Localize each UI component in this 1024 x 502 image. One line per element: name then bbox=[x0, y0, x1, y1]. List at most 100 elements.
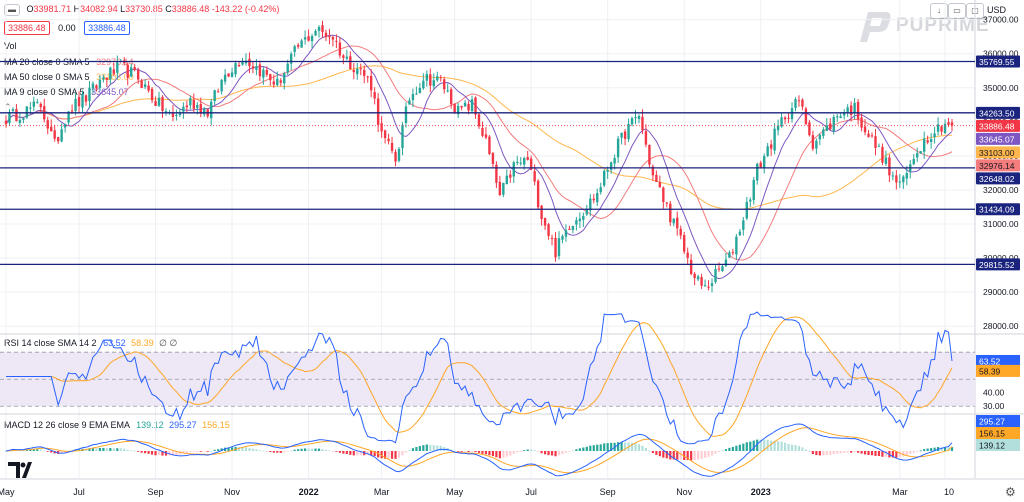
low-value: 33730.85 bbox=[125, 4, 163, 14]
price-tag bbox=[976, 119, 1020, 132]
candle-body bbox=[192, 99, 196, 109]
macd-hist-bar bbox=[126, 449, 129, 451]
candle-body bbox=[109, 67, 112, 80]
macd-hist-bar bbox=[585, 446, 588, 451]
candle-body bbox=[752, 179, 755, 201]
macd-hist-bar bbox=[749, 441, 752, 451]
candle-body bbox=[50, 126, 53, 132]
currency-label[interactable]: USD bbox=[987, 5, 1007, 15]
macd-hist-bar bbox=[554, 451, 557, 457]
macd-hist-bar bbox=[91, 447, 95, 451]
macd-hist-bar bbox=[850, 451, 853, 453]
candle-body bbox=[25, 106, 29, 118]
candle-body bbox=[804, 108, 808, 125]
y-tick-label: 37000.00 bbox=[983, 15, 1019, 25]
x-tick-label: 10 bbox=[944, 487, 954, 497]
candle-body bbox=[929, 139, 933, 143]
y-tick-label: 31000.00 bbox=[983, 219, 1019, 229]
macd-hist-bar bbox=[477, 451, 481, 453]
tradingview-logo-icon bbox=[8, 462, 32, 478]
candle-body bbox=[18, 119, 22, 123]
candle-body bbox=[912, 159, 915, 165]
candle-body bbox=[742, 220, 745, 230]
arrow-down-icon[interactable]: ↓ bbox=[930, 3, 948, 19]
macd-hist-bar bbox=[64, 451, 67, 453]
candle-body bbox=[289, 53, 293, 64]
candle-body bbox=[328, 35, 331, 38]
rsi-extra: ∅ ∅ bbox=[159, 338, 178, 348]
collapse-icon[interactable]: ▬ bbox=[4, 4, 20, 16]
macd-hist-bar bbox=[237, 447, 241, 451]
macd-hist-bar bbox=[230, 447, 234, 451]
candle-body bbox=[477, 114, 481, 127]
macd-hist-bar bbox=[390, 451, 394, 459]
candle-body bbox=[286, 63, 289, 73]
macd-hist-bar bbox=[797, 446, 801, 451]
macd-hist-bar bbox=[884, 451, 888, 457]
macd-hist-bar bbox=[839, 451, 842, 454]
macd-hist-bar bbox=[324, 449, 328, 451]
candle-body bbox=[669, 203, 672, 223]
candle-body bbox=[933, 133, 936, 138]
macd-tag bbox=[976, 439, 1020, 451]
candle-body bbox=[627, 123, 630, 140]
candle-body bbox=[870, 135, 874, 137]
candle-body bbox=[853, 102, 856, 114]
candle-body bbox=[526, 157, 529, 160]
ask-box[interactable]: 33886.48 bbox=[84, 21, 130, 35]
macd-hist-bar bbox=[655, 451, 658, 455]
collapse-pane-icon[interactable]: ▭ bbox=[948, 3, 966, 19]
candle-body bbox=[140, 80, 143, 88]
candle-body bbox=[860, 117, 863, 128]
macd-hist-bar bbox=[822, 451, 825, 456]
candle-body bbox=[707, 286, 710, 288]
price-tag bbox=[976, 106, 1020, 119]
settings-gear-icon[interactable]: ⚙ bbox=[1005, 485, 1016, 499]
candle-body bbox=[728, 252, 731, 258]
macd-hist-bar bbox=[422, 445, 425, 451]
macd-hist-bar bbox=[568, 451, 571, 452]
candle-body bbox=[265, 70, 269, 75]
quote-row: 33886.48 0.00 33886.48 bbox=[4, 21, 130, 35]
x-tick-label: May bbox=[0, 487, 15, 497]
candle-body bbox=[116, 62, 119, 73]
macd-hist-bar bbox=[408, 450, 411, 451]
macd-hist-bar bbox=[641, 445, 644, 451]
macd-hist-bar bbox=[790, 444, 794, 451]
candle-body bbox=[547, 224, 550, 236]
candle-body bbox=[724, 259, 728, 266]
macd-hist-bar bbox=[4, 451, 8, 452]
candle-body bbox=[150, 88, 154, 101]
candle-body bbox=[199, 103, 202, 114]
macd-hist-bar bbox=[738, 444, 741, 451]
macd-hist-bar bbox=[926, 448, 929, 451]
candle-body bbox=[630, 118, 634, 125]
macd-hist-bar bbox=[262, 450, 265, 452]
hide-legend-icon[interactable]: ⌃ bbox=[4, 102, 12, 112]
candle-body bbox=[787, 117, 790, 119]
candle-body bbox=[689, 259, 693, 275]
candle-body bbox=[220, 79, 223, 92]
macd-hist-bar bbox=[717, 451, 721, 452]
candle-body bbox=[453, 104, 456, 113]
macd-hist-bar bbox=[919, 450, 922, 452]
candle-body bbox=[387, 138, 390, 142]
bid-box[interactable]: 33886.48 bbox=[4, 21, 50, 35]
macd-hist-bar bbox=[206, 451, 209, 452]
candle-body bbox=[874, 136, 877, 148]
macd-signal-legend-value: 156.15 bbox=[202, 420, 230, 430]
macd-hist-bar bbox=[891, 451, 894, 458]
y-tick-label: 32000.00 bbox=[983, 185, 1019, 195]
macd-hist-bar bbox=[290, 450, 293, 452]
candle-body bbox=[766, 146, 769, 157]
candle-body bbox=[112, 69, 116, 74]
candle-body bbox=[867, 133, 870, 138]
macd-hist-bar bbox=[279, 451, 282, 453]
candle-body bbox=[154, 101, 157, 106]
rsi-tag bbox=[976, 364, 1020, 377]
candle-body bbox=[143, 84, 147, 87]
candle-body bbox=[258, 64, 262, 77]
price-tag-label: 31434.09 bbox=[979, 205, 1015, 215]
macd-hist-bar bbox=[582, 447, 585, 451]
